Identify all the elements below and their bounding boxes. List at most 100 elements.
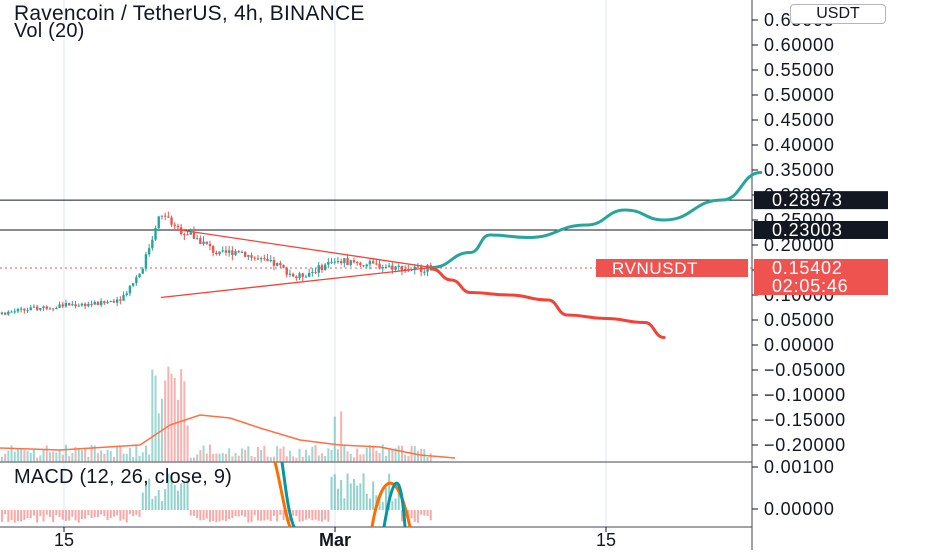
volume-bar	[311, 446, 314, 462]
candle-body	[96, 301, 100, 305]
macd-histogram-bar	[304, 510, 307, 520]
volume-bar	[48, 452, 51, 462]
macd-histogram-bar	[36, 510, 39, 523]
volume-bar	[224, 453, 227, 462]
candle-body	[189, 232, 192, 235]
time-axis[interactable]: 15 Mar 15	[54, 527, 616, 550]
candle-body	[227, 250, 231, 253]
volume-bar	[288, 450, 291, 462]
candle-body	[304, 276, 308, 278]
volume-bar	[240, 448, 243, 462]
macd-histogram-bar	[208, 510, 211, 523]
volume-bar	[112, 456, 115, 462]
macd-histogram-bar	[16, 510, 19, 522]
candle-body	[163, 215, 167, 217]
volume-bar	[301, 456, 304, 462]
macd-histogram-bar	[45, 510, 48, 515]
volume-bar	[77, 448, 80, 462]
macd-histogram-bar	[388, 473, 391, 510]
candle-body	[215, 252, 218, 255]
volume-bar	[42, 449, 45, 462]
volume-bar	[192, 457, 195, 462]
candle-body	[128, 285, 132, 294]
macd-histogram-bar	[343, 498, 346, 510]
price-tick-label: −0.15000	[764, 410, 846, 430]
volume-bar	[304, 449, 307, 462]
candle-body	[48, 308, 52, 310]
macd-histogram-bar	[263, 510, 266, 521]
macd-histogram-bar	[164, 489, 167, 510]
macd-histogram-bar	[64, 510, 67, 522]
signal-line	[370, 481, 412, 528]
macd-histogram-bar	[74, 510, 77, 521]
macd-indicator-label[interactable]: MACD (12, 26, close, 9)	[14, 466, 233, 488]
symbol-badge-label: RVNUSDT	[612, 259, 698, 278]
candle-body	[243, 252, 247, 257]
volume-bar	[13, 451, 16, 462]
macd-histogram-bar	[119, 510, 122, 521]
level-price-label-bg	[754, 220, 888, 239]
macd-histogram-bar	[378, 496, 381, 510]
volume-bar	[365, 447, 368, 462]
macd-histogram-bar	[320, 510, 323, 522]
macd-pane	[0, 461, 432, 528]
price-tick-label: 0.00000	[764, 335, 835, 355]
macd-histogram-bar	[13, 510, 16, 523]
macd-histogram-bar	[68, 510, 71, 521]
volume-ma-line	[0, 414, 456, 459]
volume-bar	[90, 445, 93, 462]
volume-indicator-label[interactable]: Vol (20)	[14, 20, 85, 42]
volume-bar	[68, 456, 71, 462]
macd-tick-label: 0.00100	[764, 457, 835, 477]
candle-body	[279, 263, 282, 266]
price-tick-label: 0.45000	[764, 110, 835, 130]
candle-body	[240, 252, 244, 254]
volume-bar	[391, 449, 394, 462]
macd-histogram-bar	[301, 510, 304, 522]
candle-body	[362, 265, 365, 267]
candle-body	[93, 301, 96, 305]
candle-body	[394, 266, 397, 270]
macd-histogram-bar	[103, 510, 106, 517]
macd-histogram-bar	[100, 510, 103, 515]
volume-bar	[189, 457, 192, 462]
candle-body	[375, 263, 378, 265]
macd-histogram-bar	[109, 510, 112, 519]
volume-bar	[39, 455, 42, 462]
volume-bar	[138, 455, 141, 462]
candle-body	[109, 301, 112, 303]
macd-histogram-bar	[279, 510, 282, 515]
macd-line	[382, 481, 407, 528]
macd-histogram-bar	[365, 493, 368, 510]
candle-body	[413, 266, 416, 270]
macd-histogram-bar	[26, 510, 29, 518]
candle-body	[138, 273, 141, 278]
macd-histogram-bar	[84, 510, 87, 519]
currency-button[interactable]: USDT	[790, 4, 886, 24]
candle-body	[384, 266, 388, 268]
price-axis[interactable]: 0.650000.600000.550000.500000.450000.400…	[596, 10, 888, 519]
macd-line	[280, 461, 296, 528]
volume-bar	[272, 456, 275, 462]
macd-histogram-bar	[192, 510, 195, 517]
candle-body	[339, 261, 343, 264]
volume-bar	[295, 457, 298, 462]
horizontal-levels	[0, 199, 752, 269]
candle-body	[314, 271, 317, 273]
macd-histogram-bar	[327, 510, 330, 522]
volume-bar	[416, 450, 419, 462]
macd-histogram-bar	[391, 501, 394, 510]
volume-bar	[74, 446, 77, 462]
macd-histogram-bar	[324, 510, 327, 520]
macd-histogram-bar	[20, 510, 23, 522]
volume-bar	[279, 448, 282, 462]
volume-bar	[157, 413, 160, 462]
macd-histogram-bar	[125, 510, 128, 523]
volume-bar	[183, 381, 186, 462]
candle-body	[224, 250, 228, 253]
volume-bar	[167, 366, 170, 462]
macd-histogram-bar	[160, 501, 163, 510]
candle-body	[275, 263, 279, 266]
